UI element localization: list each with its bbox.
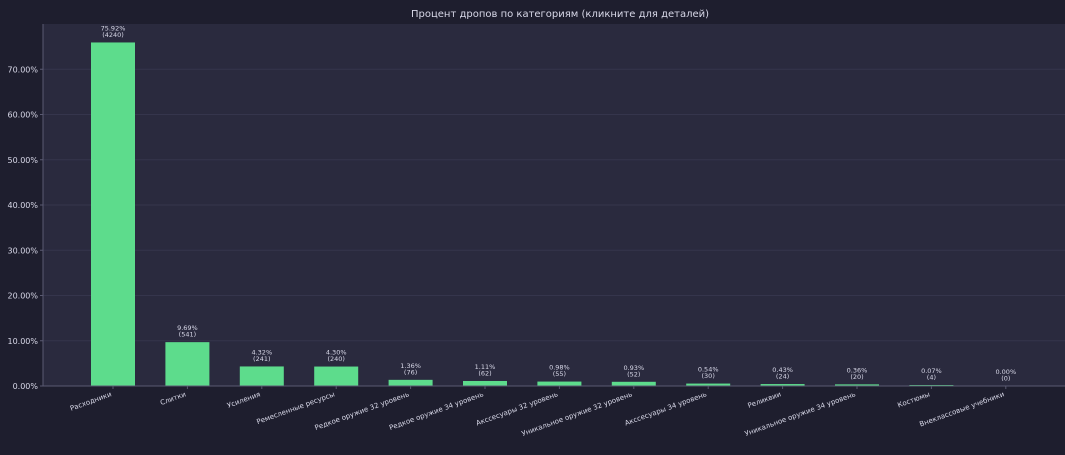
bar-count-label: (20) (850, 373, 863, 381)
bar-count-label: (4240) (102, 31, 124, 39)
bar-percent-label: 0.98% (549, 364, 570, 372)
bar-percent-label: 0.43% (772, 366, 793, 374)
bar-percent-label: 75.92% (101, 24, 126, 32)
bar[interactable] (760, 384, 805, 386)
chart-title: Процент дропов по категориям (кликните д… (411, 9, 709, 20)
bar-percent-label: 1.36% (400, 362, 421, 370)
grid-lines (43, 68, 1065, 387)
data-labels: 75.92%(4240)9.69%(541)4.32%(241)4.30%(24… (101, 24, 1017, 382)
y-tick-label: 30.00% (7, 246, 38, 255)
bar[interactable] (239, 366, 284, 386)
bar-count-label: (76) (404, 368, 417, 376)
y-axis: 0.00% 10.00% 20.00% 30.00% 40.00% 50.00% 60.00… (7, 24, 44, 391)
bar-percent-label: 0.93% (623, 364, 644, 372)
bar-count-label: (541) (179, 331, 196, 339)
bar-count-label: (24) (776, 373, 789, 381)
bar-count-label: (240) (327, 355, 344, 363)
bar-percent-label: 0.07% (921, 367, 942, 375)
y-tick-label: 10.00% (7, 337, 38, 346)
bar[interactable] (91, 42, 135, 386)
bar[interactable] (388, 379, 433, 386)
bar-count-label: (55) (553, 370, 566, 378)
bar-count-label: (52) (627, 370, 640, 378)
y-tick-label: 0.00% (13, 382, 39, 391)
bar[interactable] (463, 380, 507, 386)
bar-percent-label: 1.11% (475, 363, 496, 371)
bar-percent-label: 4.30% (326, 349, 347, 357)
bar[interactable] (537, 381, 582, 386)
bar-count-label: (30) (702, 372, 715, 380)
bar[interactable] (165, 342, 210, 386)
bar-count-label: (0) (1001, 375, 1010, 383)
bar-count-label: (4) (927, 374, 936, 382)
bars[interactable] (91, 42, 954, 386)
bar-percent-label: 0.54% (698, 366, 719, 374)
y-tick-label: 40.00% (7, 201, 38, 210)
bar-count-label: (62) (478, 369, 491, 377)
bar-percent-label: 0.00% (995, 368, 1016, 376)
bar[interactable] (835, 384, 879, 386)
bar[interactable] (611, 381, 656, 386)
bar-count-label: (241) (253, 355, 270, 363)
y-tick-label: 60.00% (7, 111, 38, 120)
bar-percent-label: 9.69% (177, 324, 198, 332)
y-tick-label: 70.00% (7, 65, 38, 74)
bar-percent-label: 4.32% (251, 348, 272, 356)
bar[interactable] (314, 366, 359, 386)
y-tick-label: 20.00% (7, 292, 38, 301)
y-tick-label: 50.00% (7, 156, 38, 165)
bar-percent-label: 0.36% (847, 366, 868, 374)
bar[interactable] (686, 383, 731, 386)
